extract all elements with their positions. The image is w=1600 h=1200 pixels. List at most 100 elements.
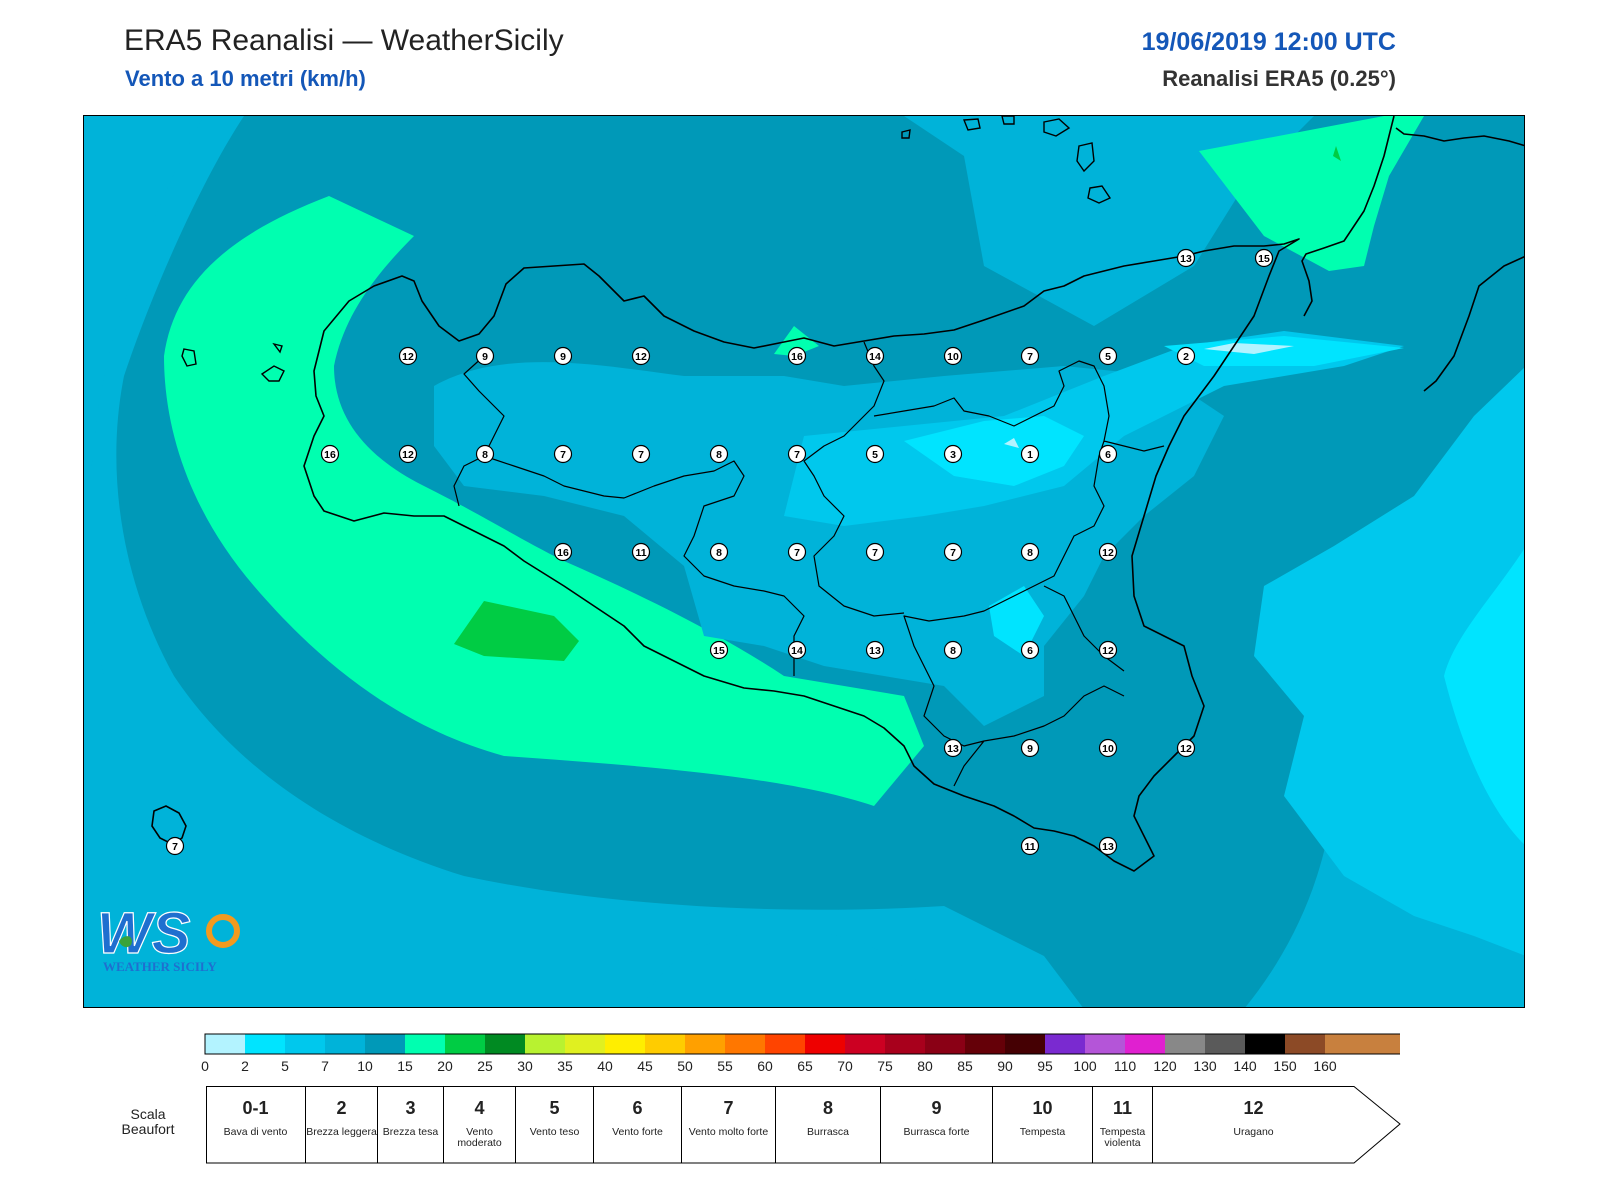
colorbar-tick: 80 — [917, 1058, 933, 1074]
station-value: 12 — [635, 351, 647, 363]
station-value: 7 — [794, 547, 800, 559]
colorbar-tick-labels: 0 2 5 7 10 15 20 25 30 35 40 45 50 55 60 65 70 75 80 85 90 95… — [0, 1058, 1600, 1082]
wind-field-2-5-east — [1444, 549, 1524, 844]
beaufort-class: 9 Burrasca forte — [881, 1086, 993, 1163]
station-marker: 13 — [1098, 836, 1118, 856]
station-marker-circle — [865, 640, 885, 660]
colorbar-tick: 120 — [1153, 1058, 1177, 1074]
station-marker-circle — [320, 444, 340, 464]
station-marker: 10 — [1098, 738, 1118, 758]
beaufort-class: 11 Tempesta violenta — [1093, 1086, 1153, 1163]
colorbar-segment — [1085, 1034, 1125, 1054]
station-value: 6 — [1027, 645, 1033, 657]
logo-letters: WS — [97, 905, 191, 966]
colorbar-segment — [205, 1034, 245, 1054]
station-value: 12 — [402, 351, 414, 363]
beaufort-description: Burrasca — [806, 1126, 849, 1138]
station-marker: 14 — [865, 346, 885, 366]
station-marker-circle — [943, 346, 963, 366]
station-marker-circle — [787, 640, 807, 660]
station-marker: 8 — [1020, 542, 1040, 562]
beaufort-description: Brezza tesa — [382, 1126, 439, 1138]
station-marker: 7 — [165, 836, 185, 856]
colorbar-segment — [765, 1034, 805, 1054]
station-marker: 9 — [475, 346, 495, 366]
aeolian-islands — [901, 118, 1112, 204]
station-marker-circle — [631, 346, 651, 366]
beaufort-class: 10 Tempesta — [993, 1086, 1093, 1163]
colorbar-tick: 15 — [397, 1058, 413, 1074]
colorbar-segment — [645, 1034, 685, 1054]
station-marker: 1 — [1020, 444, 1040, 464]
station-value: 12 — [1180, 743, 1192, 755]
beaufort-number: 12 — [1243, 1098, 1264, 1118]
station-marker-circle — [709, 640, 729, 660]
logo-caption: WEATHER SICILY — [103, 959, 217, 974]
colorbar-segment — [725, 1034, 765, 1054]
station-marker: 12 — [1098, 640, 1118, 660]
station-value: 8 — [716, 547, 722, 559]
colorbar-segment — [885, 1034, 925, 1054]
station-value: 5 — [1105, 351, 1111, 363]
station-marker-circle — [1020, 444, 1040, 464]
weather-sicily-logo: WS WEATHER SICILY — [96, 900, 247, 980]
colorbar-tick: 160 — [1313, 1058, 1337, 1074]
colorbar-tick: 55 — [717, 1058, 733, 1074]
colorbar-tick: 50 — [677, 1058, 693, 1074]
station-marker: 10 — [943, 346, 963, 366]
station-marker-circle — [1020, 542, 1040, 562]
station-marker-circle — [553, 346, 573, 366]
station-value: 10 — [1102, 743, 1114, 755]
colorbar-segment — [1285, 1034, 1325, 1054]
station-marker-circle — [1176, 346, 1196, 366]
station-marker: 6 — [1020, 640, 1040, 660]
beaufort-class: 6 Vento forte — [594, 1086, 682, 1163]
station-marker-circle — [709, 444, 729, 464]
colorbar-segment — [325, 1034, 365, 1054]
colorbar-tick: 7 — [321, 1058, 329, 1074]
station-value: 13 — [1102, 841, 1114, 853]
station-value: 11 — [1024, 841, 1035, 853]
colorbar-tick: 130 — [1193, 1058, 1217, 1074]
station-marker: 16 — [320, 444, 340, 464]
beaufort-number: 4 — [474, 1098, 485, 1118]
station-marker-circle — [709, 542, 729, 562]
wind-field-7-10-west — [84, 116, 204, 716]
ustica-island — [1001, 116, 1015, 125]
station-marker-circle — [1254, 248, 1274, 268]
wind-map: 12 9 9 12 16 14 10 7 5 2 16 12 8 7 7 8 7 5 3 1 6 16 11 8 7 7 7 8 12 1… — [83, 115, 1525, 1008]
station-marker-circle — [1098, 836, 1118, 856]
colorbar-segment — [685, 1034, 725, 1054]
station-marker-circle — [1098, 640, 1118, 660]
beaufort-description: Uragano — [1233, 1126, 1274, 1138]
colorbar-segment — [365, 1034, 405, 1054]
station-marker-circle — [865, 542, 885, 562]
station-marker-circle — [1098, 542, 1118, 562]
map-subtitle: Vento a 10 metri (km/h) — [125, 66, 366, 91]
station-marker-circle — [1098, 346, 1118, 366]
station-values: 12 9 9 12 16 14 10 7 5 216 12 8 7 7 8 7 5 3 1 616 11 8 7 7 7 8 121… — [165, 248, 1274, 856]
station-value: 15 — [713, 645, 725, 657]
station-marker: 13 — [1176, 248, 1196, 268]
station-marker-circle — [398, 444, 418, 464]
station-marker-circle — [1020, 640, 1040, 660]
colorbar-segment — [805, 1034, 845, 1054]
beaufort-description: Vento moderato — [457, 1126, 502, 1149]
colorbar-tick: 45 — [637, 1058, 653, 1074]
colorbar-tick: 90 — [997, 1058, 1013, 1074]
beaufort-number: 6 — [632, 1098, 643, 1118]
beaufort-description: Vento teso — [529, 1126, 580, 1138]
colorbar-segment — [445, 1034, 485, 1054]
beaufort-class: 0-1 Bava di vento — [206, 1086, 306, 1163]
station-value: 13 — [1180, 253, 1192, 265]
colorbar-segment — [1165, 1034, 1205, 1054]
beaufort-number: 10 — [1032, 1098, 1053, 1118]
station-value: 8 — [1027, 547, 1033, 559]
station-marker: 7 — [553, 444, 573, 464]
station-marker: 7 — [1020, 346, 1040, 366]
station-value: 7 — [794, 449, 800, 461]
station-value: 14 — [869, 351, 881, 363]
beaufort-description: Tempesta — [1019, 1126, 1066, 1138]
station-marker: 3 — [943, 444, 963, 464]
sicily-coastline — [303, 238, 1300, 872]
